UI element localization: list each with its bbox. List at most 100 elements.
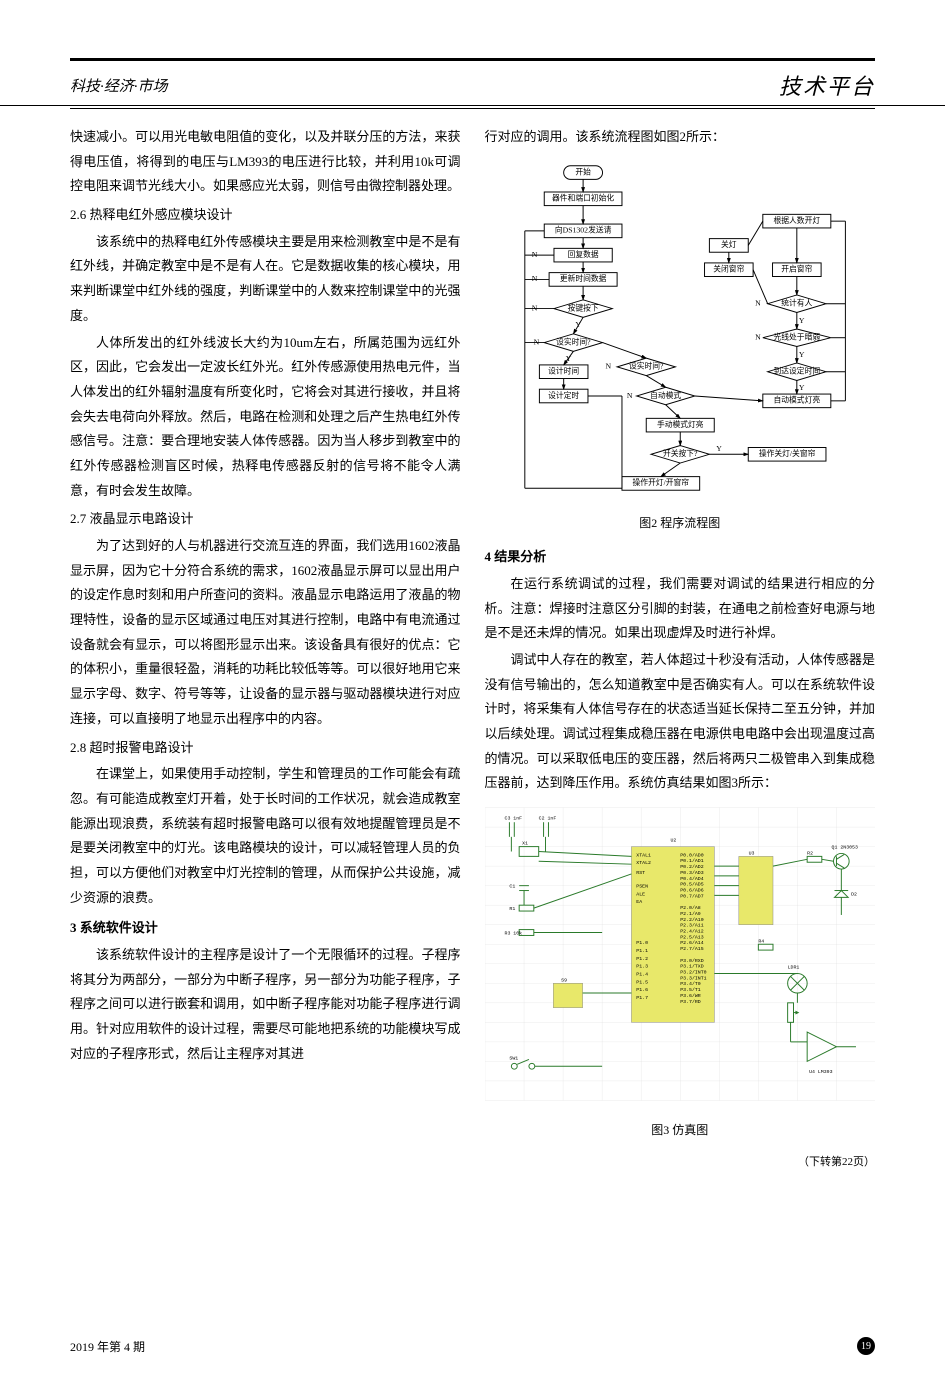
pin-l8: P1.0 bbox=[636, 940, 648, 946]
node-design-timer: 设计定时 bbox=[548, 389, 579, 399]
para-cont: 快速减小。可以用光电敏电阻值的变化，以及并联分压的方法，来获得电压值，将得到的电… bbox=[70, 125, 461, 199]
pin-r0: P0.0/AD0 bbox=[680, 852, 703, 858]
pin-l14: P1.6 bbox=[636, 987, 648, 993]
pin-r24: P3.6/WR bbox=[680, 993, 701, 999]
node-off-light: 关灯 bbox=[721, 239, 737, 249]
comp-s9: S9 bbox=[561, 977, 567, 983]
heading-2-6: 2.6 热释电红外感应模块设计 bbox=[70, 203, 461, 228]
node-op-open: 操作开灯/开窗帘 bbox=[632, 477, 689, 487]
pin-r16: P2.7/A15 bbox=[680, 946, 703, 952]
node-auto-light: 自动模式灯亮 bbox=[773, 394, 820, 404]
pin-l4: PSEN bbox=[636, 884, 648, 890]
left-column: 快速减小。可以用光电敏电阻值的变化，以及并联分压的方法，来获得电压值，将得到的电… bbox=[70, 125, 461, 1172]
para-3: 该系统软件设计的主程序是设计了一个无限循环的过程。子程序将其分为两部分，一部分为… bbox=[70, 943, 461, 1066]
pin-l6: EA bbox=[636, 899, 642, 905]
node-light-thresh: 光线处于暗弱 bbox=[773, 331, 820, 341]
pin-r15: P2.6/A14 bbox=[680, 940, 703, 946]
pin-r23: P3.5/T1 bbox=[680, 987, 701, 993]
pin-r4: P0.4/AD4 bbox=[680, 876, 703, 882]
node-by-count: 根据人数开灯 bbox=[773, 215, 820, 225]
node-close-curtain: 关闭窗帘 bbox=[713, 263, 744, 273]
yn-label-n8: N bbox=[755, 332, 761, 341]
page-number: 19 bbox=[857, 1337, 875, 1355]
comp-ldr1: LDR1 bbox=[787, 965, 799, 971]
yn-label-y2: Y bbox=[565, 354, 571, 363]
heading-3: 3 系统软件设计 bbox=[70, 916, 461, 941]
pin-r21: P3.3/INT1 bbox=[680, 975, 706, 981]
para-26b: 人体所发出的红外线波长大约为10um左右，所属范围为远红外区，因此，它会发出一定… bbox=[70, 331, 461, 504]
pin-l11: P1.3 bbox=[636, 964, 648, 970]
yn-label-n6: N bbox=[626, 390, 632, 399]
pin-l1: XTAL2 bbox=[636, 860, 651, 866]
pin-r19: P3.1/TXD bbox=[680, 964, 703, 970]
pin-l5: ALE bbox=[636, 891, 645, 897]
comp-u4: U4 LM393 bbox=[809, 1069, 832, 1075]
yn-label-n5: N bbox=[605, 361, 611, 370]
pin-r13: P2.4/A12 bbox=[680, 929, 703, 935]
continue-note: （下转第22页） bbox=[485, 1152, 876, 1173]
node-ds1302: 向DS1302发送请 bbox=[554, 224, 611, 234]
pin-r12: P2.3/A11 bbox=[680, 923, 703, 929]
yn-label-y6: Y bbox=[798, 383, 804, 392]
comp-r4: R4 bbox=[758, 938, 764, 944]
comp-sw1: SW1 bbox=[509, 1055, 518, 1061]
comp-r1: R1 bbox=[509, 906, 515, 912]
comp-c1: C1 bbox=[509, 884, 515, 890]
comp-u3: U3 bbox=[748, 850, 754, 856]
pin-r11: P2.2/A10 bbox=[680, 917, 703, 923]
figure-2-flowchart: 开始 器件和端口初始化 向DS1302发送请 回复数据 更新时间数据 按键按下 … bbox=[485, 158, 876, 507]
para-28: 在课堂上，如果使用手动控制，学生和管理员的工作可能会有疏忽。有可能造成教室灯开着… bbox=[70, 762, 461, 910]
node-init: 器件和端口初始化 bbox=[552, 192, 614, 202]
para-26a: 该系统中的热释电红外传感模块主要是用来检测教室中是不是有红外线，并确定教室中是不… bbox=[70, 230, 461, 329]
comp-c3: C3 1nF bbox=[504, 815, 522, 821]
node-key: 按键按下 bbox=[567, 302, 598, 312]
page-header: 科技·经济·市场 技术平台 bbox=[0, 61, 945, 106]
pin-l12: P1.4 bbox=[636, 972, 648, 978]
pin-r3: P0.3/AD3 bbox=[680, 870, 703, 876]
header-left: 科技·经济·市场 bbox=[70, 75, 168, 96]
figure-2-caption: 图2 程序流程图 bbox=[485, 512, 876, 535]
pin-l10: P1.2 bbox=[636, 956, 648, 962]
para-4a: 在运行系统调试的过程，我们需要对调试的结果进行相应的分析。注意：焊接时注意区分引… bbox=[485, 572, 876, 646]
pin-l13: P1.5 bbox=[636, 979, 648, 985]
chip-label: U2 bbox=[670, 838, 676, 844]
heading-4: 4 结果分析 bbox=[485, 545, 876, 570]
page-footer: 2019 年第 4 期 19 bbox=[0, 1337, 945, 1355]
pin-r20: P3.2/INT0 bbox=[680, 970, 706, 976]
node-settime: 设实时间? bbox=[556, 336, 591, 346]
comp-c2: C2 1nF bbox=[538, 815, 556, 821]
yn-label-y3: Y bbox=[716, 444, 722, 453]
figure-3-circuit: U2 XTAL1 XTAL2 RST PSEN ALE EA P1.0 P1.1… bbox=[485, 804, 876, 1113]
pin-l0: XTAL1 bbox=[636, 852, 651, 858]
comp-q1: Q1 2N3053 bbox=[831, 845, 857, 851]
circuit-svg: U2 XTAL1 XTAL2 RST PSEN ALE EA P1.0 P1.1… bbox=[485, 804, 876, 1104]
heading-2-8: 2.8 超时报警电路设计 bbox=[70, 736, 461, 761]
node-reach-time: 到达设定时间 bbox=[773, 365, 820, 375]
yn-label-n2: N bbox=[531, 274, 537, 283]
figure-3-caption: 图3 仿真图 bbox=[485, 1119, 876, 1142]
right-column: 行对应的调用。该系统流程图如图2所示： 开始 器件和端口初始化 向DS1302发… bbox=[485, 125, 876, 1172]
yn-label-y5: Y bbox=[798, 350, 804, 359]
flowchart-svg: 开始 器件和端口初始化 向DS1302发送请 回复数据 更新时间数据 按键按下 … bbox=[485, 158, 876, 498]
node-start: 开始 bbox=[575, 166, 591, 176]
footer-issue: 2019 年第 4 期 bbox=[70, 1338, 145, 1355]
yn-label-n1: N bbox=[531, 250, 537, 259]
yn-label-y4: Y bbox=[798, 316, 804, 325]
yn-label: Y bbox=[575, 320, 581, 329]
pin-r14: P2.5/A13 bbox=[680, 934, 703, 940]
comp-r3: R3 10k bbox=[504, 931, 522, 937]
node-switch: 开关按下? bbox=[662, 448, 697, 458]
para-cont-right: 行对应的调用。该系统流程图如图2所示： bbox=[485, 125, 876, 150]
yn-label-n4: N bbox=[533, 337, 539, 346]
pin-l15: P1.7 bbox=[636, 995, 648, 1001]
pin-l2: RST bbox=[636, 870, 645, 876]
comp-x1: X1 bbox=[522, 841, 528, 847]
para-27: 为了达到好的人与机器进行交流互连的界面，我们选用1602液晶显示屏，因为它十分符… bbox=[70, 534, 461, 732]
content-area: 快速减小。可以用光电敏电阻值的变化，以及并联分压的方法，来获得电压值，将得到的电… bbox=[0, 125, 945, 1172]
pin-r10: P2.1/A9 bbox=[680, 911, 701, 917]
pin-r6: P0.6/AD6 bbox=[680, 888, 703, 894]
node-op-close: 操作关灯/关窗帘 bbox=[758, 448, 815, 458]
pin-r22: P3.4/T0 bbox=[680, 981, 701, 987]
node-manual-light: 手动模式灯亮 bbox=[656, 419, 703, 429]
node-open-curtain: 开启窗帘 bbox=[781, 263, 812, 273]
